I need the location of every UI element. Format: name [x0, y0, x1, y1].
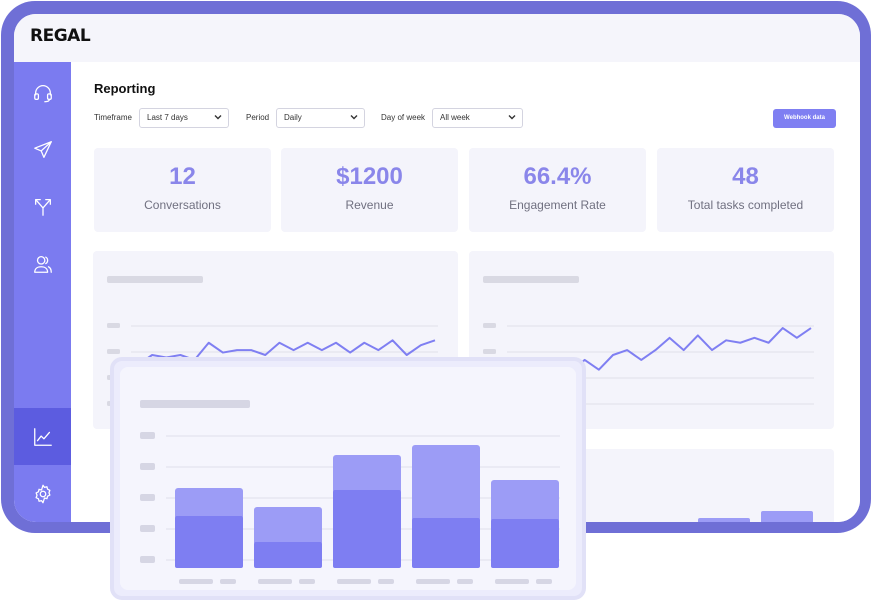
timeframe-label: Timeframe [94, 113, 132, 122]
kpi-value: 12 [169, 163, 196, 190]
kpi-card-conversations: 12 Conversations [94, 148, 271, 232]
kpi-value: $1200 [336, 163, 403, 190]
chart-title-placeholder [107, 276, 203, 283]
send-icon [33, 140, 52, 158]
tick-label-placeholder [140, 494, 155, 501]
webhook-data-button[interactable]: Webhook data [773, 109, 836, 128]
bar-chart-panel [120, 367, 576, 590]
day-of-week-value: All week [440, 113, 470, 122]
x-label-placeholder [457, 579, 473, 584]
users-icon [33, 255, 52, 273]
sidebar-item-contacts[interactable] [14, 235, 71, 292]
chevron-down-icon [508, 113, 516, 121]
x-label-placeholder [258, 579, 292, 584]
tick-label-placeholder [483, 349, 496, 354]
x-label-placeholder [299, 579, 315, 584]
bar-mark [698, 518, 750, 522]
kpi-label: Total tasks completed [687, 198, 804, 212]
kpi-card-tasks-completed: 48 Total tasks completed [657, 148, 834, 232]
bar-segment-lower [254, 542, 322, 568]
kpi-card-engagement-rate: 66.4% Engagement Rate [469, 148, 646, 232]
kpi-label: Revenue [345, 198, 394, 212]
timeframe-value: Last 7 days [147, 113, 188, 122]
x-label-placeholder [495, 579, 529, 584]
tick-label-placeholder [140, 463, 155, 470]
period-select[interactable]: Daily [276, 108, 365, 128]
kpi-value: 48 [732, 163, 759, 190]
headset-icon [33, 84, 52, 102]
tick-label-placeholder [483, 323, 496, 328]
x-label-placeholder [179, 579, 213, 584]
bar-segment-lower [333, 490, 401, 568]
tick-label-placeholder [140, 525, 155, 532]
page-title: Reporting [94, 81, 156, 96]
kpi-label: Engagement Rate [509, 198, 606, 212]
brand-logo: REGAL [30, 26, 91, 46]
chart-title-placeholder [140, 400, 250, 408]
bar-mark [761, 511, 813, 522]
x-label-placeholder [337, 579, 371, 584]
chart-icon [33, 427, 52, 446]
x-label-placeholder [378, 579, 394, 584]
kpi-value: 66.4% [523, 163, 592, 190]
bar-segment-upper [333, 455, 401, 493]
chevron-down-icon [214, 113, 222, 121]
sidebar-item-reporting[interactable] [14, 408, 71, 465]
sidebar-item-campaigns[interactable] [14, 121, 71, 178]
chevron-down-icon [350, 113, 358, 121]
tick-label-placeholder [140, 432, 155, 439]
bar-segment-upper [254, 507, 322, 545]
bar-segment-upper [175, 488, 243, 519]
bar-chart [140, 400, 560, 584]
tick-label-placeholder [107, 323, 120, 328]
kpi-card-revenue: $1200 Revenue [281, 148, 458, 232]
kpi-label: Conversations [144, 198, 221, 212]
x-label-placeholder [220, 579, 236, 584]
gear-icon [34, 484, 51, 503]
sidebar-item-support[interactable] [14, 64, 71, 121]
bar-segment-upper [412, 445, 480, 521]
sidebar-item-settings[interactable] [14, 465, 71, 522]
tick-label-placeholder [107, 349, 120, 354]
period-value: Daily [284, 113, 302, 122]
period-label: Period [246, 113, 270, 122]
bar-segment-lower [491, 519, 559, 568]
chart-title-placeholder [483, 276, 579, 283]
timeframe-select[interactable]: Last 7 days [139, 108, 229, 128]
tick-label-placeholder [140, 556, 155, 563]
bar-segment-lower [412, 518, 480, 568]
day-of-week-label: Day of week [381, 113, 426, 122]
sidebar [14, 62, 71, 522]
x-label-placeholder [536, 579, 552, 584]
bar-segment-upper [491, 480, 559, 522]
sidebar-item-journeys[interactable] [14, 178, 71, 235]
x-label-placeholder [416, 579, 450, 584]
day-of-week-select[interactable]: All week [432, 108, 523, 128]
top-bar: REGAL [14, 14, 860, 62]
bar-chart-card [110, 357, 586, 600]
split-arrows-icon [34, 198, 51, 216]
bar-segment-lower [175, 516, 243, 568]
